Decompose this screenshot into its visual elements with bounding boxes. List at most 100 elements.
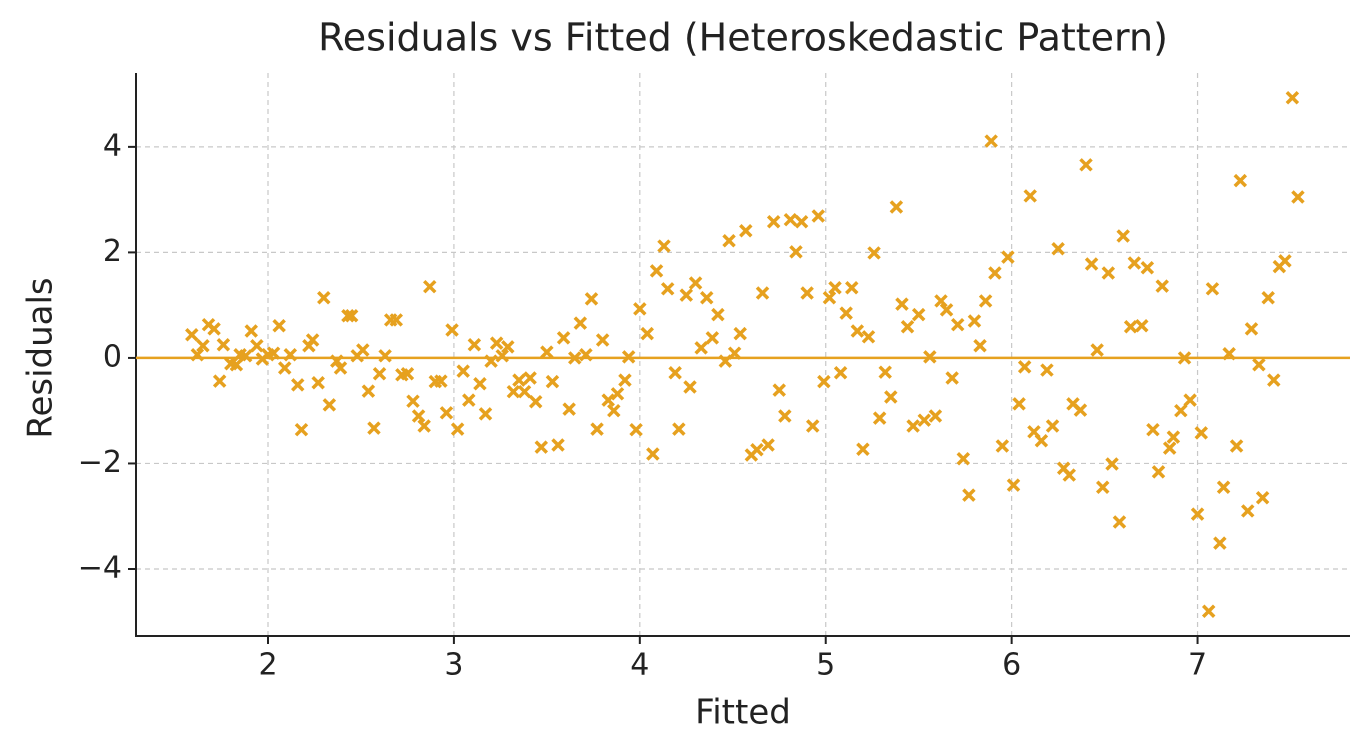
point xyxy=(406,394,420,408)
point xyxy=(1112,515,1127,529)
point xyxy=(1079,158,1093,172)
point xyxy=(473,377,487,391)
point xyxy=(489,336,504,350)
point xyxy=(867,246,881,260)
point xyxy=(1201,604,1216,618)
point xyxy=(1213,536,1227,550)
point xyxy=(568,351,582,365)
point xyxy=(305,333,320,347)
point xyxy=(551,438,565,452)
point xyxy=(439,406,454,420)
point xyxy=(330,354,344,368)
point xyxy=(1233,173,1248,188)
point xyxy=(1291,190,1305,204)
point xyxy=(1155,279,1169,293)
point xyxy=(962,488,976,502)
point xyxy=(333,361,348,375)
point xyxy=(456,364,470,378)
point xyxy=(618,373,632,387)
point xyxy=(1205,282,1220,296)
point xyxy=(884,390,898,404)
point xyxy=(450,422,465,436)
point xyxy=(478,407,493,421)
point xyxy=(1194,426,1209,440)
point xyxy=(1006,478,1021,492)
point xyxy=(833,365,848,380)
point xyxy=(640,326,654,341)
point xyxy=(649,264,664,278)
point xyxy=(856,442,870,456)
point xyxy=(534,440,549,454)
point xyxy=(372,367,387,381)
point xyxy=(562,402,576,416)
point xyxy=(607,403,621,418)
point xyxy=(1261,291,1275,305)
point xyxy=(610,387,625,401)
point xyxy=(861,330,876,344)
point xyxy=(772,383,786,397)
point xyxy=(506,384,521,399)
y-tick-label: 2 xyxy=(103,234,122,269)
point xyxy=(1190,507,1205,521)
point xyxy=(356,343,370,357)
point xyxy=(266,346,281,360)
point xyxy=(1241,504,1255,518)
point xyxy=(895,297,909,311)
point xyxy=(1222,346,1236,361)
point xyxy=(906,419,920,433)
point xyxy=(1166,430,1181,444)
point xyxy=(250,339,264,353)
point xyxy=(889,200,904,214)
point xyxy=(727,346,742,360)
point xyxy=(1105,457,1119,471)
point xyxy=(817,374,831,389)
point xyxy=(945,371,959,385)
point xyxy=(679,288,694,302)
point xyxy=(646,447,660,461)
point xyxy=(688,276,703,290)
point xyxy=(1135,319,1149,333)
point xyxy=(973,339,987,353)
point xyxy=(1090,343,1104,357)
point xyxy=(766,215,781,229)
y-tick-label: −4 xyxy=(78,550,122,585)
point xyxy=(672,422,686,436)
point xyxy=(1084,257,1099,271)
point xyxy=(917,413,932,427)
point xyxy=(988,266,1002,280)
point xyxy=(495,349,509,363)
point xyxy=(1040,363,1054,377)
point xyxy=(705,331,720,345)
point xyxy=(845,281,859,295)
point xyxy=(800,286,814,300)
point xyxy=(811,209,826,223)
y-axis-label: Residuals xyxy=(21,277,61,438)
point xyxy=(761,438,775,452)
point xyxy=(322,398,337,412)
point xyxy=(238,349,253,363)
point xyxy=(595,333,610,347)
point xyxy=(378,349,392,363)
point xyxy=(389,313,404,327)
point xyxy=(1012,397,1026,411)
point xyxy=(1151,465,1166,479)
y-tick-label: 0 xyxy=(103,339,122,374)
point xyxy=(1123,320,1138,334)
point xyxy=(1017,360,1032,374)
x-tick-label: 3 xyxy=(444,648,463,683)
point xyxy=(668,365,682,380)
x-tick-label: 2 xyxy=(258,648,277,683)
point xyxy=(556,331,571,345)
point xyxy=(462,393,476,407)
point xyxy=(1140,260,1155,275)
point xyxy=(212,374,227,388)
point xyxy=(283,348,298,362)
point xyxy=(805,419,820,433)
point xyxy=(828,281,842,295)
point xyxy=(1127,256,1142,270)
point xyxy=(683,380,697,394)
point xyxy=(872,411,887,425)
point xyxy=(878,365,892,379)
x-tick-label: 7 xyxy=(1188,648,1207,683)
